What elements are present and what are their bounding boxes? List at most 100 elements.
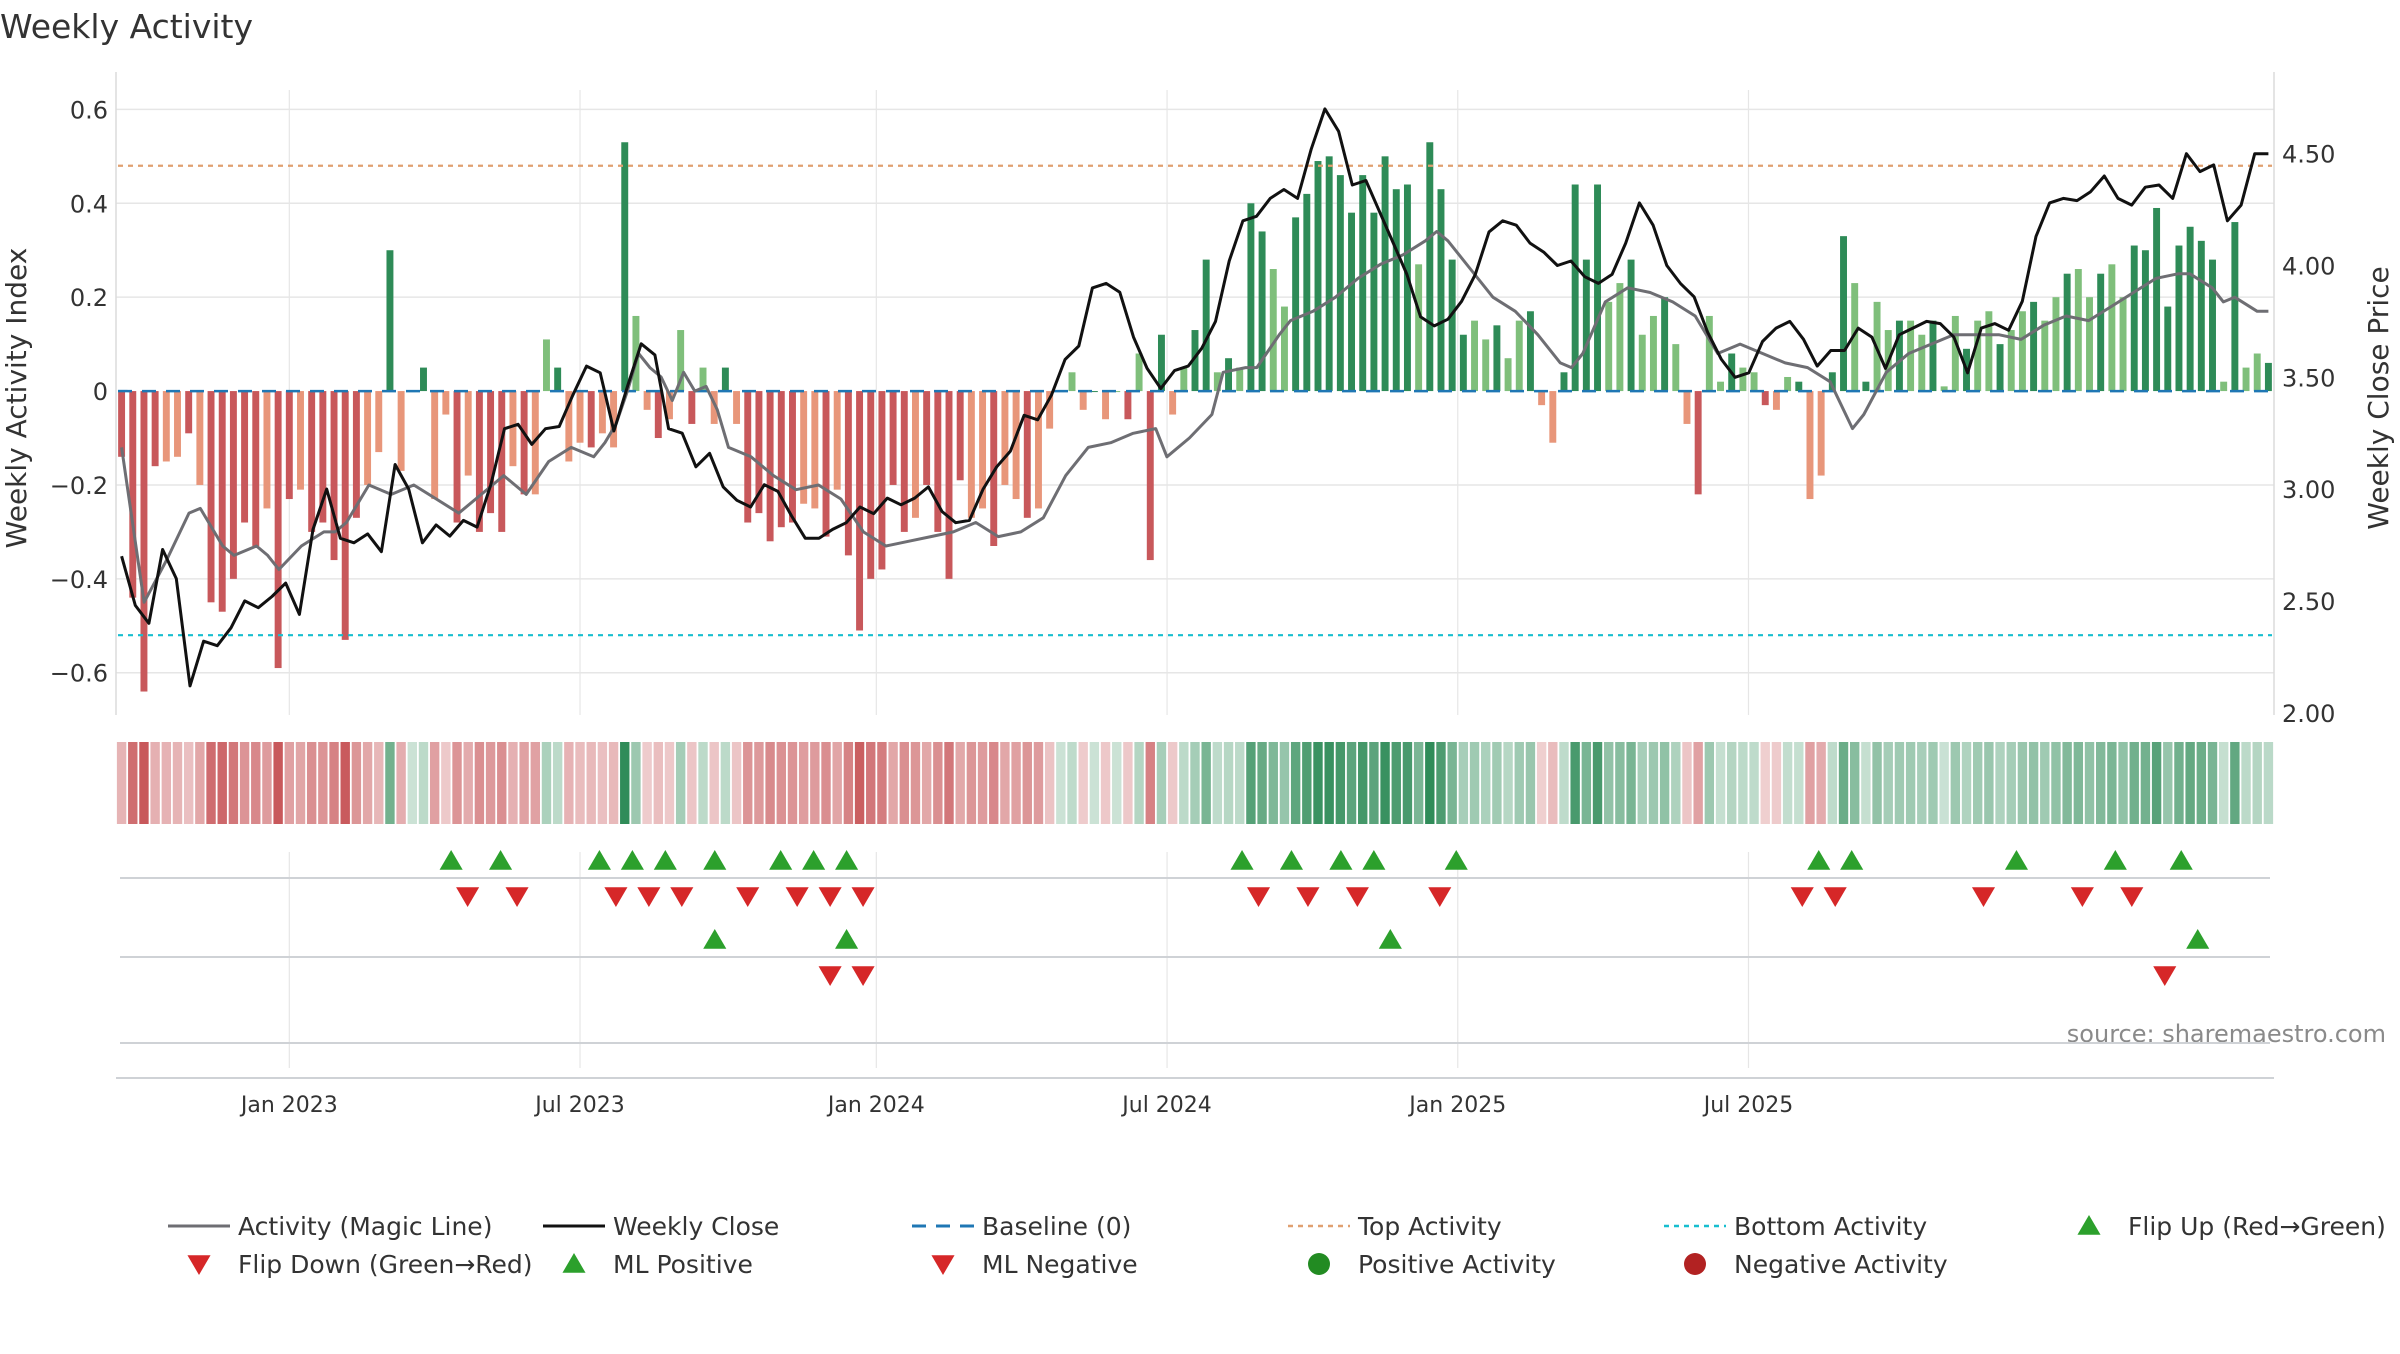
heat-cell	[1894, 742, 1905, 824]
flip-up-marker	[703, 850, 727, 870]
heat-cell	[1212, 742, 1223, 824]
flip-up-marker	[653, 850, 677, 870]
activity-bar	[2175, 245, 2183, 392]
activity-bar	[1672, 344, 1680, 392]
heat-cell	[1671, 742, 1681, 824]
heat-cell	[1246, 742, 1256, 824]
activity-bar	[1784, 376, 1792, 392]
heat-cell	[441, 742, 451, 824]
activity-bar	[1113, 391, 1121, 393]
activity-bar	[1772, 391, 1780, 410]
activity-bar	[1325, 156, 1333, 392]
heat-cell	[608, 742, 619, 824]
legend-swatch	[1684, 1253, 1706, 1275]
heat-cell	[1570, 742, 1580, 824]
heat-cell	[765, 742, 775, 824]
activity-bar	[822, 391, 830, 537]
activity-bar	[1202, 259, 1210, 392]
legend-label: Positive Activity	[1358, 1250, 1556, 1279]
activity-bar	[565, 391, 573, 462]
activity-bar	[2153, 207, 2161, 392]
activity-bar	[1348, 212, 1356, 392]
y-right-tick-label: 4.00	[2282, 252, 2335, 280]
heat-cell	[1961, 742, 1972, 824]
activity-bar	[610, 391, 618, 448]
heat-cell	[1827, 742, 1838, 824]
heat-cell	[832, 742, 842, 824]
heat-cell	[1134, 742, 1144, 824]
activity-bar	[1739, 367, 1747, 392]
activity-bar	[844, 391, 852, 556]
heat-cell	[1201, 742, 1211, 824]
heat-cell	[1056, 742, 1066, 824]
activity-bar	[1683, 391, 1691, 424]
heat-cell	[1648, 742, 1659, 824]
activity-bar	[2063, 273, 2071, 392]
heat-cell	[642, 742, 652, 824]
heat-cell	[1257, 742, 1267, 824]
activity-bar	[979, 391, 987, 509]
activity-bar	[1370, 212, 1378, 392]
heat-cell	[776, 742, 786, 824]
y-right-tick-label: 3.50	[2282, 364, 2335, 392]
legend-item: Weekly Close	[543, 1212, 779, 1241]
activity-bar	[185, 391, 193, 434]
activity-bar	[621, 142, 629, 392]
activity-bar	[1213, 372, 1221, 392]
activity-bar	[308, 391, 316, 532]
heat-cell	[1782, 742, 1793, 824]
heat-cell	[1290, 742, 1301, 824]
activity-bar	[151, 391, 159, 467]
activity-bar	[1817, 391, 1825, 476]
heat-cell	[497, 742, 507, 824]
magic-line-series	[120, 230, 2269, 604]
activity-bar	[912, 391, 919, 518]
heat-cell	[385, 742, 395, 824]
activity-bar	[867, 391, 875, 579]
activity-bar	[207, 391, 215, 603]
heat-cell	[866, 742, 876, 824]
heat-cell	[1905, 742, 1916, 824]
flip-up-marker	[835, 850, 859, 870]
heat-cell	[1592, 742, 1603, 824]
heat-cell	[1067, 742, 1077, 824]
activity-bar	[2018, 311, 2026, 392]
flip-down-marker	[1296, 887, 1320, 907]
heat-cell	[474, 742, 485, 824]
activity-bar	[2108, 264, 2116, 392]
heat-cell	[1637, 742, 1647, 824]
heat-cell	[1771, 742, 1782, 824]
activity-bar	[1482, 339, 1490, 392]
flip-down-marker	[2120, 887, 2144, 907]
heat-cell	[2185, 742, 2195, 824]
activity-bar	[1717, 381, 1724, 392]
activity-bar	[1191, 330, 1199, 392]
heat-cell	[1760, 742, 1770, 824]
activity-bar	[1605, 301, 1613, 392]
heat-cell	[731, 742, 742, 824]
heat-cell	[687, 742, 697, 824]
flip-down-marker	[1246, 887, 1271, 907]
activity-bar	[654, 391, 662, 439]
activity-bar	[2220, 381, 2228, 392]
activity-bar	[1526, 311, 1534, 392]
heat-cell	[239, 742, 250, 824]
flip-down-marker	[604, 887, 628, 907]
activity-bar	[118, 391, 126, 457]
ml-negative-marker	[2153, 966, 2177, 986]
activity-bar	[1023, 391, 1031, 518]
activity-bar	[2164, 306, 2172, 392]
heat-cell	[1525, 742, 1536, 824]
legend-label: Flip Up (Red→Green)	[2128, 1212, 2386, 1241]
y-left-tick-label: 0.6	[70, 96, 108, 124]
flip-up-marker	[439, 850, 463, 870]
activity-bar	[2242, 367, 2250, 392]
ml-positive-marker	[703, 929, 727, 949]
activity-bar	[1493, 325, 1501, 392]
heat-cell	[1413, 742, 1424, 824]
heat-cell	[217, 742, 227, 824]
heat-cell	[1346, 742, 1357, 824]
tick-labels: 0.6 0.4 0.2 0 −0.2 −0.4 −0.6 4.50 4.00 3.50 3.00 2.…	[50, 96, 2336, 1118]
activity-bar	[1616, 283, 1624, 392]
heat-cell	[1727, 742, 1737, 824]
